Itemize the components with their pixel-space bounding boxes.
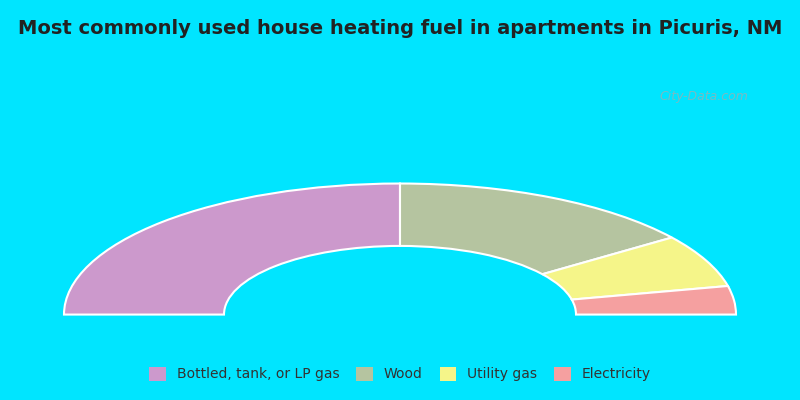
Legend: Bottled, tank, or LP gas, Wood, Utility gas, Electricity: Bottled, tank, or LP gas, Wood, Utility … (143, 361, 657, 387)
Wedge shape (572, 286, 736, 314)
Wedge shape (400, 184, 672, 274)
Text: City-Data.com: City-Data.com (659, 90, 749, 103)
Wedge shape (64, 184, 400, 314)
Text: Most commonly used house heating fuel in apartments in Picuris, NM: Most commonly used house heating fuel in… (18, 18, 782, 38)
Wedge shape (542, 238, 728, 300)
